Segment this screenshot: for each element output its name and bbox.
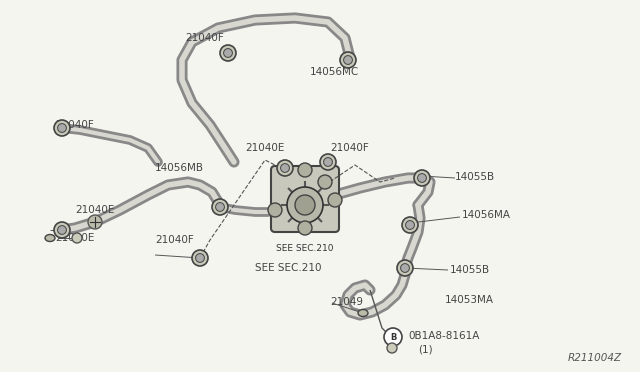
Circle shape (387, 343, 397, 353)
Text: 21040F: 21040F (330, 143, 369, 153)
Circle shape (384, 328, 402, 346)
Circle shape (414, 170, 430, 186)
Circle shape (401, 264, 410, 272)
Circle shape (397, 260, 413, 276)
Circle shape (54, 222, 70, 238)
Text: 21049: 21049 (330, 297, 363, 307)
Circle shape (220, 45, 236, 61)
Text: 0B1A8-8161A: 0B1A8-8161A (408, 331, 479, 341)
Text: 14056MC: 14056MC (310, 67, 359, 77)
Text: 21040E: 21040E (75, 205, 115, 215)
Ellipse shape (358, 310, 368, 317)
Circle shape (402, 217, 418, 233)
Circle shape (192, 250, 208, 266)
Circle shape (328, 193, 342, 207)
FancyBboxPatch shape (271, 166, 339, 232)
Circle shape (88, 215, 102, 229)
Circle shape (280, 164, 289, 172)
Ellipse shape (45, 234, 55, 241)
Text: 14056MB: 14056MB (155, 163, 204, 173)
Circle shape (344, 55, 353, 64)
Circle shape (58, 124, 67, 132)
Circle shape (196, 254, 204, 262)
Circle shape (340, 52, 356, 68)
Circle shape (54, 120, 70, 136)
Text: SEE SEC.210: SEE SEC.210 (276, 244, 333, 253)
Text: 14056MA: 14056MA (462, 210, 511, 220)
Circle shape (298, 163, 312, 177)
Circle shape (318, 175, 332, 189)
Text: 21040F: 21040F (185, 33, 224, 43)
Text: 21040F: 21040F (155, 235, 194, 245)
Circle shape (223, 49, 232, 57)
Text: R211004Z: R211004Z (568, 353, 622, 363)
Text: 21040E: 21040E (55, 233, 94, 243)
Circle shape (268, 203, 282, 217)
Circle shape (295, 195, 315, 215)
Circle shape (216, 203, 225, 211)
Circle shape (72, 233, 82, 243)
Circle shape (298, 221, 312, 235)
Circle shape (320, 154, 336, 170)
Text: SEE SEC.210: SEE SEC.210 (255, 263, 321, 273)
Circle shape (277, 160, 293, 176)
Text: 14055B: 14055B (455, 172, 495, 182)
Circle shape (406, 221, 415, 230)
Text: (1): (1) (418, 345, 433, 355)
Circle shape (324, 158, 332, 166)
Text: 14053MA: 14053MA (445, 295, 494, 305)
Text: 14055B: 14055B (450, 265, 490, 275)
Text: B: B (390, 333, 396, 341)
Circle shape (287, 187, 323, 223)
Circle shape (58, 225, 67, 234)
Text: 21040F: 21040F (55, 120, 93, 130)
Circle shape (418, 174, 426, 182)
Text: 21040E: 21040E (245, 143, 284, 153)
Circle shape (212, 199, 228, 215)
